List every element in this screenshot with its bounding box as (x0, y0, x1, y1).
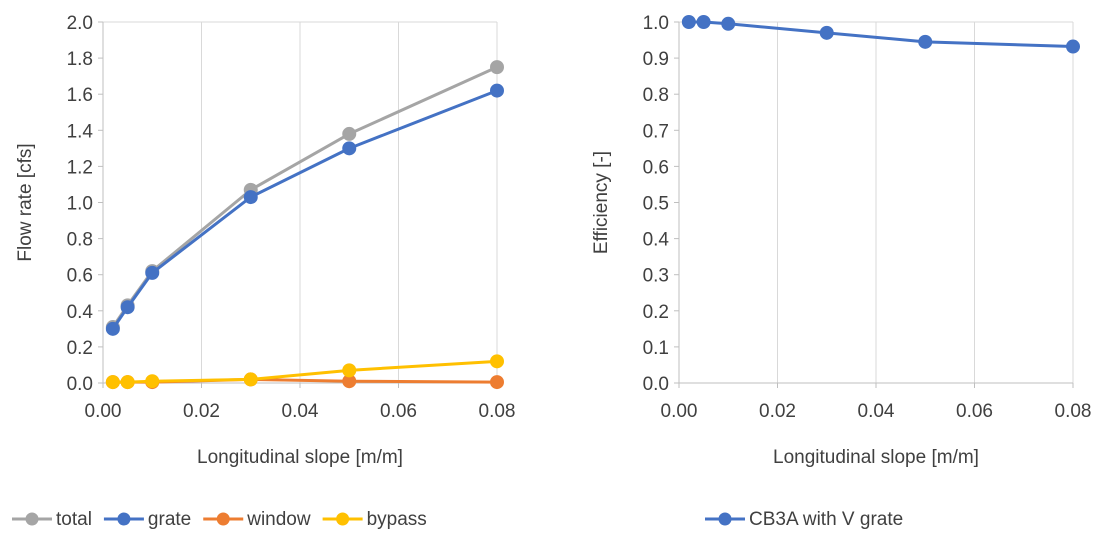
data-point (490, 375, 504, 390)
y-tick-label: 0.5 (643, 194, 669, 215)
data-point (243, 372, 258, 387)
data-point (819, 25, 834, 40)
y-tick-label: 0.2 (67, 338, 93, 359)
data-point (490, 83, 504, 98)
x-tick-label: 0.00 (661, 401, 698, 422)
y-tick-label: 0.8 (67, 230, 93, 251)
data-point (342, 141, 357, 156)
data-point (1066, 39, 1080, 54)
series-line-cb3a-with-v-grate (688, 20, 1074, 49)
x-tick-label: 0.02 (183, 401, 220, 422)
data-point (120, 300, 135, 315)
y-tick-label: 0.6 (643, 157, 669, 178)
y-tick-label: 1.2 (67, 157, 93, 178)
data-point (243, 190, 258, 205)
legend-marker (25, 512, 39, 526)
data-point (490, 60, 504, 75)
y-axis-title: Efficiency [-] (591, 151, 612, 254)
legend-marker (117, 512, 131, 526)
x-tick-label: 0.04 (858, 401, 895, 422)
x-tick-label: 0.06 (956, 401, 993, 422)
y-tick-label: 1.8 (67, 49, 93, 70)
data-point (105, 375, 120, 390)
y-tick-label: 0.7 (643, 121, 669, 142)
legend-marker (718, 512, 732, 526)
y-tick-label: 0.6 (67, 266, 93, 287)
y-tick-label: 0.4 (643, 230, 670, 251)
legend-label: grate (148, 509, 191, 530)
legend-item: grate (103, 509, 191, 530)
series-line-total (111, 65, 498, 328)
legend-label: window (246, 509, 311, 530)
x-tick-label: 0.02 (759, 401, 796, 422)
data-point (342, 363, 357, 378)
y-tick-label: 2.0 (67, 13, 93, 34)
legend-marker (336, 512, 350, 526)
y-tick-label: 0.3 (643, 266, 669, 287)
y-tick-label: 1.0 (643, 13, 669, 34)
legend-label: CB3A with V grate (749, 509, 903, 530)
y-tick-label: 0.9 (643, 49, 669, 70)
x-axis-title: Longitudinal slope [m/m] (197, 447, 403, 468)
legend-item: CB3A with V grate (705, 509, 903, 530)
legend-marker (216, 512, 230, 526)
data-point (918, 34, 933, 49)
legend-label: total (56, 509, 92, 530)
legend-item: window (203, 509, 311, 530)
x-axis-title: Longitudinal slope [m/m] (773, 447, 979, 468)
series-line-grate (111, 89, 498, 330)
legend-label: bypass (367, 509, 427, 530)
data-point (342, 126, 357, 141)
y-tick-label: 1.4 (67, 121, 94, 142)
y-tick-label: 1.0 (67, 194, 93, 215)
legend-item: total (12, 509, 92, 530)
data-point (145, 374, 160, 389)
x-tick-label: 0.04 (282, 401, 319, 422)
data-point (105, 321, 120, 336)
x-tick-label: 0.00 (85, 401, 122, 422)
y-tick-label: 0.0 (67, 374, 93, 395)
y-tick-label: 0.8 (643, 85, 669, 106)
data-point (490, 354, 504, 369)
data-point (681, 15, 696, 29)
x-tick-label: 0.08 (479, 401, 516, 422)
y-tick-label: 0.0 (643, 374, 669, 395)
data-point (721, 16, 736, 31)
x-tick-label: 0.06 (380, 401, 417, 422)
y-tick-label: 0.2 (643, 302, 669, 323)
y-tick-label: 1.6 (67, 85, 93, 106)
data-point (145, 265, 160, 280)
data-point (696, 15, 711, 29)
data-point (120, 375, 135, 390)
y-axis-title: Flow rate [cfs] (15, 143, 36, 261)
y-tick-label: 0.4 (67, 302, 94, 323)
y-tick-label: 0.1 (643, 338, 669, 359)
chart-panel-left: 0.0 0.2 0.4 0.6 0.8 1.0 1.2 1.4 1.6 1.8 2.0 0.00 0.0… (12, 13, 515, 530)
chart-panel-right: 0.0 0.1 0.2 0.3 0.4 0.5 0.6 0.7 0.8 0.9 1.0 0.00 0.0… (591, 13, 1091, 530)
x-tick-label: 0.08 (1055, 401, 1092, 422)
legend-item: bypass (322, 509, 427, 530)
